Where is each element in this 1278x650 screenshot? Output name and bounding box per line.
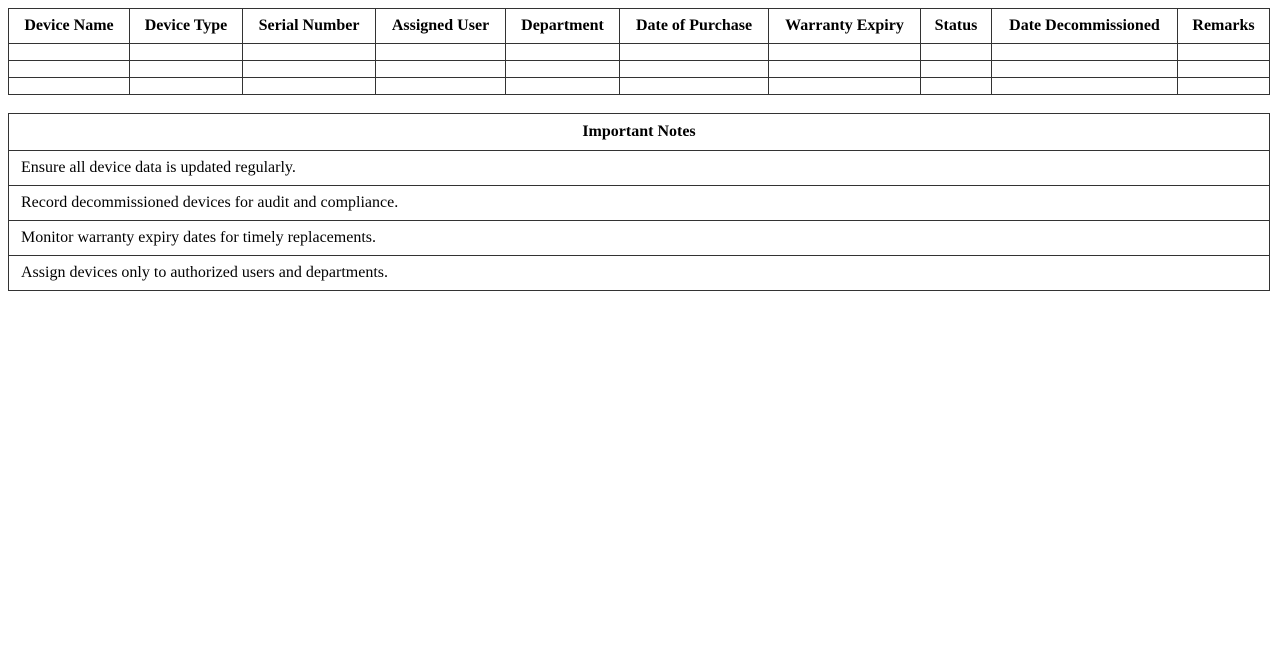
note-row: Monitor warranty expiry dates for timely… [8,220,1270,256]
table-cell [8,60,130,78]
column-header: Device Type [129,8,243,44]
table-cell [375,60,506,78]
column-header: Device Name [8,8,130,44]
table-row [8,60,1270,78]
column-header: Date of Purchase [619,8,769,44]
table-cell [129,43,243,61]
table-cell [991,77,1178,95]
column-header: Remarks [1177,8,1270,44]
table-cell [991,60,1178,78]
table-cell [1177,43,1270,61]
table-cell [8,43,130,61]
note-text: Assign devices only to authorized users … [8,255,1270,291]
note-row: Ensure all device data is updated regula… [8,150,1270,186]
table-cell [768,43,921,61]
notes-title: Important Notes [8,113,1270,151]
note-text: Monitor warranty expiry dates for timely… [8,220,1270,256]
table-cell [505,77,620,95]
table-cell [505,43,620,61]
table-row [8,43,1270,61]
table-cell [991,43,1178,61]
notes-header-row: Important Notes [8,113,1270,151]
table-cell [619,43,769,61]
table-cell [1177,60,1270,78]
table-cell [375,77,506,95]
table-cell [920,77,992,95]
column-header: Date Decommissioned [991,8,1178,44]
table-cell [242,43,376,61]
table-cell [242,77,376,95]
column-header: Warranty Expiry [768,8,921,44]
table-cell [8,77,130,95]
column-header: Serial Number [242,8,376,44]
important-notes-table: Important Notes Ensure all device data i… [8,113,1270,291]
device-inventory-table: Device Name Device Type Serial Number Assig… [8,8,1270,95]
table-cell [129,77,243,95]
note-row: Record decommissioned devices for audit … [8,185,1270,221]
table-cell [375,43,506,61]
table-cell [242,60,376,78]
note-text: Record decommissioned devices for audit … [8,185,1270,221]
table-cell [1177,77,1270,95]
note-text: Ensure all device data is updated regula… [8,150,1270,186]
table-row [8,77,1270,95]
table-cell [920,60,992,78]
table-cell [768,77,921,95]
table-cell [619,77,769,95]
column-header: Department [505,8,620,44]
column-header: Assigned User [375,8,506,44]
table-cell [619,60,769,78]
table-cell [768,60,921,78]
column-header: Status [920,8,992,44]
table-cell [505,60,620,78]
header-row: Device Name Device Type Serial Number Assig… [8,8,1270,44]
table-cell [129,60,243,78]
note-row: Assign devices only to authorized users … [8,255,1270,291]
table-cell [920,43,992,61]
